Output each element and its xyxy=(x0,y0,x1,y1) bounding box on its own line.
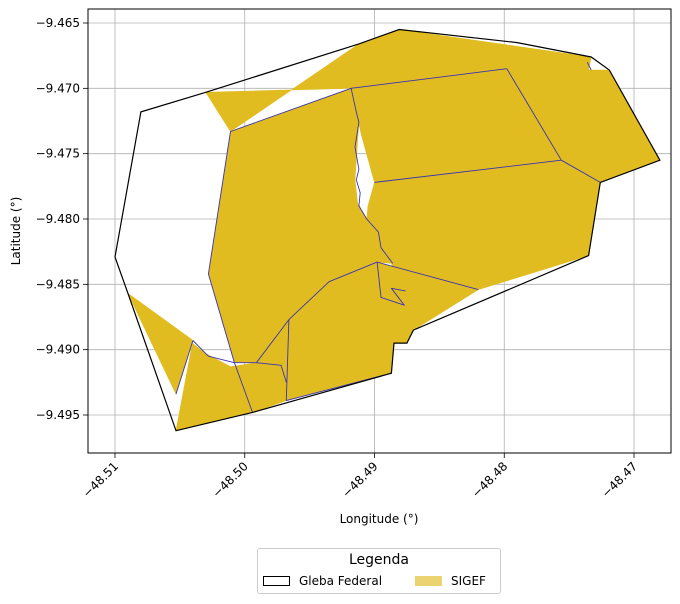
y-tick-label-1: −9.470 xyxy=(36,81,80,95)
sigef-layer xyxy=(127,29,661,432)
parcel-boundary-8 xyxy=(285,319,392,402)
x-tick-label-4: −48.47 xyxy=(599,459,640,500)
legend-entry-sigef: SIGEF xyxy=(415,574,486,588)
y-tick-label-5: −9.490 xyxy=(36,343,80,357)
legend-swatch-gleba-federal xyxy=(263,576,290,586)
legend-entry-gleba-federal: Gleba Federal xyxy=(263,574,382,588)
legend: Legenda Gleba Federal SIGEF xyxy=(257,548,501,594)
parcel-boundary-6 xyxy=(376,261,479,291)
y-axis-title: Latitude (°) xyxy=(9,197,23,266)
parcel-boundary-1 xyxy=(350,88,394,264)
parcel-boundary-10 xyxy=(175,340,194,395)
legend-swatch-sigef xyxy=(415,576,442,586)
y-tick-label-3: −9.480 xyxy=(36,212,80,226)
x-tick-label-1: −48.50 xyxy=(210,459,251,500)
y-axis: −9.465 −9.470 −9.475 −9.480 −9.485 −9.490 −9.4… xyxy=(36,16,88,422)
gleba-federal-layer xyxy=(114,28,661,432)
legend-label-sigef: SIGEF xyxy=(451,574,486,588)
x-tick-label-0: −48.51 xyxy=(80,459,121,500)
legend-label-gleba-federal: Gleba Federal xyxy=(299,574,383,588)
gleba-federal-outline xyxy=(114,28,661,432)
plot-area xyxy=(87,8,672,454)
parcel-boundary-0 xyxy=(207,68,507,363)
parcel-boundary-9 xyxy=(256,362,287,383)
parcel-boundary-11 xyxy=(192,340,253,413)
plot-border xyxy=(87,8,672,454)
y-tick-label-6: −9.495 xyxy=(36,408,80,422)
y-tick-label-2: −9.475 xyxy=(36,147,80,161)
legend-title: Legenda xyxy=(348,552,409,568)
x-axis-title: Longitude (°) xyxy=(340,512,419,526)
parcel-boundary-layer xyxy=(175,61,601,413)
parcel-boundary-3 xyxy=(374,159,562,183)
x-tick-label-2: −48.49 xyxy=(339,459,380,500)
y-tick-label-4: −9.485 xyxy=(36,277,80,291)
x-tick-label-3: −48.48 xyxy=(469,459,510,500)
parcel-boundary-7 xyxy=(376,262,406,306)
y-tick-label-0: −9.465 xyxy=(36,16,80,30)
parcel-boundary-4 xyxy=(586,61,592,71)
x-axis: −48.51 −48.50 −48.49 −48.48 −48.47 xyxy=(80,453,640,501)
